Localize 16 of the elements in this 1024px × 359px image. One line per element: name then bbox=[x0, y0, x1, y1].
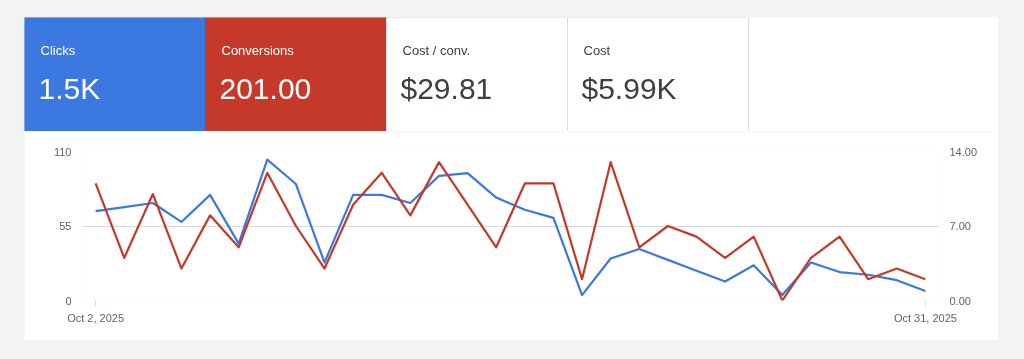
category-label: Cost bbox=[583, 43, 611, 58]
y2-tick-label: 14.00 bbox=[949, 145, 978, 158]
y2-tick-label: 0.00 bbox=[949, 294, 971, 307]
y-tick-label: 55 bbox=[59, 220, 72, 232]
category-label: Clicks bbox=[40, 43, 76, 58]
x-tick-label: Oct 31, 2025 bbox=[893, 311, 957, 324]
y-tick-label: 110 bbox=[53, 145, 72, 158]
text: 1.5K bbox=[38, 72, 101, 105]
y2-tick-label: 7.00 bbox=[949, 220, 971, 232]
text: $5.99K bbox=[581, 72, 677, 105]
category-label: Cost / conv. bbox=[402, 43, 471, 58]
text: 201.00 bbox=[219, 71, 312, 105]
y-tick-label: 0 bbox=[65, 294, 72, 307]
x-tick-label: Oct 2, 2025 bbox=[67, 311, 125, 324]
category-label: Conversions bbox=[221, 43, 295, 58]
text: $29.81 bbox=[400, 72, 493, 105]
